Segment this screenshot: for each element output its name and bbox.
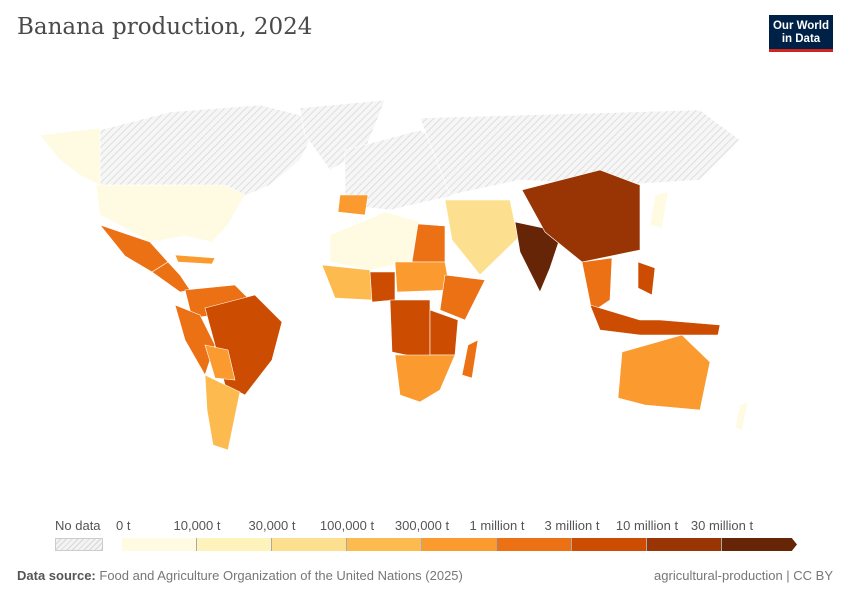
owid-logo[interactable]: Our World in Data [769,15,833,52]
legend-bin-swatch[interactable] [197,538,272,551]
region-ethiopia-horn[interactable] [439,274,486,321]
region-brazil[interactable] [204,294,283,396]
logo-line1: Our World [772,20,829,32]
legend-tick-label: 3 million t [544,518,600,533]
legend-bin-swatch[interactable] [422,538,497,551]
region-madagascar[interactable] [461,339,479,379]
region-central-america[interactable] [151,261,191,293]
region-russia[interactable] [419,109,741,196]
legend-bin-swatch[interactable] [572,538,647,551]
legend-tick-label: 10 million t [615,518,679,533]
region-tanzania[interactable] [429,309,459,356]
logo-line2: in Data [781,33,821,45]
region-southeast-asia[interactable] [581,257,613,313]
legend-tick-label: 30 million t [690,518,754,533]
legend-tick-label: 300,000 t [394,518,450,533]
region-north-africa[interactable] [329,211,421,271]
source-label: Data source: [17,568,96,583]
region-new-zealand[interactable] [734,401,749,431]
legend-bin-swatch[interactable] [347,538,422,551]
legend-no-data-label: No data [55,518,101,533]
legend-bin-swatch[interactable] [122,538,197,551]
legend-tick-label: 1 million t [469,518,525,533]
legend-bin-swatch[interactable] [272,538,347,551]
legend-bin-swatch[interactable] [497,538,572,551]
region-japan[interactable] [649,191,669,229]
legend-bin-swatch[interactable] [722,538,797,551]
chart-title: Banana production, 2024 [17,14,313,40]
legend-tick-label: 30,000 t [248,518,296,533]
region-argentina-chile[interactable] [204,374,241,451]
legend-tick-label: 100,000 t [319,518,375,533]
region-nigeria[interactable] [369,271,396,303]
footer-source: Data source: Food and Agriculture Organi… [17,568,463,583]
region-southern-africa[interactable] [394,354,456,403]
region-middle-east[interactable] [444,199,519,276]
map-legend: No data 0 t 10,000 t 30,000 t 100,000 t 300,… [0,515,850,555]
legend-bin-swatch[interactable] [647,538,722,551]
legend-tick-label: 0 t [116,518,131,533]
region-egypt[interactable] [411,223,446,263]
source-text[interactable]: Food and Agriculture Organization of the… [99,568,463,583]
region-spain-portugal[interactable] [337,194,369,216]
region-sudan-chad[interactable] [394,261,451,293]
region-congo[interactable] [389,299,431,361]
region-alaska[interactable] [39,127,101,186]
region-canada[interactable] [99,104,321,199]
region-west-africa[interactable] [321,264,373,301]
legend-tick-label: 10,000 t [173,518,221,533]
legend-no-data-swatch [55,538,103,551]
region-china[interactable] [521,169,641,263]
region-bolivia-paraguay[interactable] [204,344,236,381]
region-caribbean[interactable] [174,254,216,265]
footer-license[interactable]: agricultural-production | CC BY [654,568,833,583]
region-indonesia[interactable] [589,304,721,336]
region-australia[interactable] [617,334,711,411]
region-philippines[interactable] [637,261,656,296]
region-usa[interactable] [95,184,246,243]
